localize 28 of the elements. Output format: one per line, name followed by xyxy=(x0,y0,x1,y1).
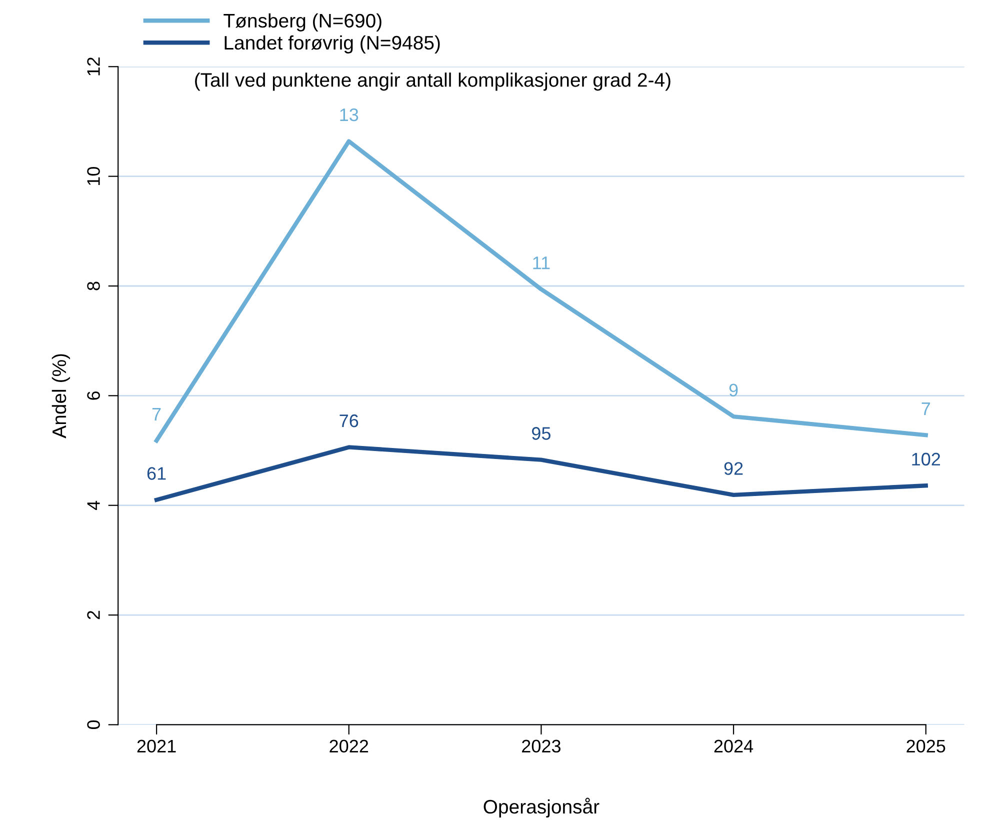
y-tick-label: 12 xyxy=(87,58,100,76)
annotation: 13 xyxy=(340,108,358,122)
annotation: 9 xyxy=(729,384,738,396)
line-series xyxy=(154,139,928,443)
annotation: 95 xyxy=(532,427,550,440)
y-tick-label: 6 xyxy=(87,391,100,400)
annotation: (Tall ved punktene angir antall komplikasjoner grad 2-4) xyxy=(195,72,670,91)
y-axis-title: Andel (%) xyxy=(52,354,70,438)
x-tick-label: 2025 xyxy=(906,740,946,753)
y-tick-label: 2 xyxy=(87,610,100,620)
x-tick-label: 2024 xyxy=(714,740,754,753)
y-tick-label: 4 xyxy=(87,500,100,510)
annotation: 7 xyxy=(922,402,930,415)
legend-label: Tønsberg (N=690) xyxy=(224,13,382,32)
y-tick-label: 0 xyxy=(87,720,100,730)
annotation: 7 xyxy=(152,408,161,420)
annotation: 11 xyxy=(533,256,550,270)
annotation: 102 xyxy=(912,452,940,466)
x-tick-label: 2022 xyxy=(330,740,368,753)
x-axis-title: Operasjonsår xyxy=(484,798,600,818)
annotation: 92 xyxy=(724,462,743,475)
x-tick-label: 2023 xyxy=(522,740,560,753)
annotation: 76 xyxy=(340,414,358,428)
y-tick-label: 8 xyxy=(87,282,100,290)
y-tick-label: 10 xyxy=(87,166,100,185)
annotation: 61 xyxy=(147,467,166,480)
legend-label: Landet forøvrig (N=9485) xyxy=(224,35,440,54)
x-tick-label: 2021 xyxy=(137,740,176,753)
